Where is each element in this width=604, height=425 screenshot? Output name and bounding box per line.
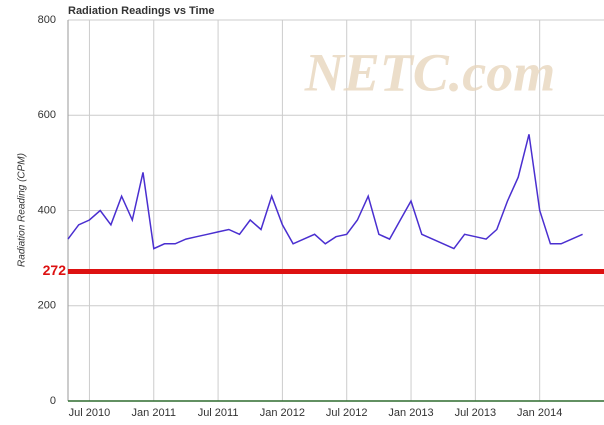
x-tick-label: Jul 2010 (69, 407, 111, 419)
x-tick-label: Jan 2012 (260, 407, 305, 419)
x-tick-label: Jan 2011 (132, 407, 176, 419)
x-tick-label: Jul 2011 (198, 407, 239, 419)
x-tick-label: Jul 2013 (455, 407, 497, 419)
reference-label: 272 (43, 262, 67, 278)
y-tick-label: 800 (38, 14, 56, 26)
y-axis-label: Radiation Reading (CPM) (17, 153, 28, 267)
chart-title: Radiation Readings vs Time (68, 5, 215, 17)
x-tick-label: Jan 2014 (517, 407, 562, 419)
watermark: NETC.com (304, 42, 556, 102)
data-line (67, 134, 583, 250)
y-tick-label: 400 (38, 204, 56, 216)
y-tick-label: 200 (38, 300, 56, 312)
x-tick-label: Jul 2012 (326, 407, 368, 419)
y-tick-label: 0 (50, 395, 56, 407)
x-tick-label: Jan 2013 (388, 407, 433, 419)
y-tick-label: 600 (38, 109, 56, 121)
